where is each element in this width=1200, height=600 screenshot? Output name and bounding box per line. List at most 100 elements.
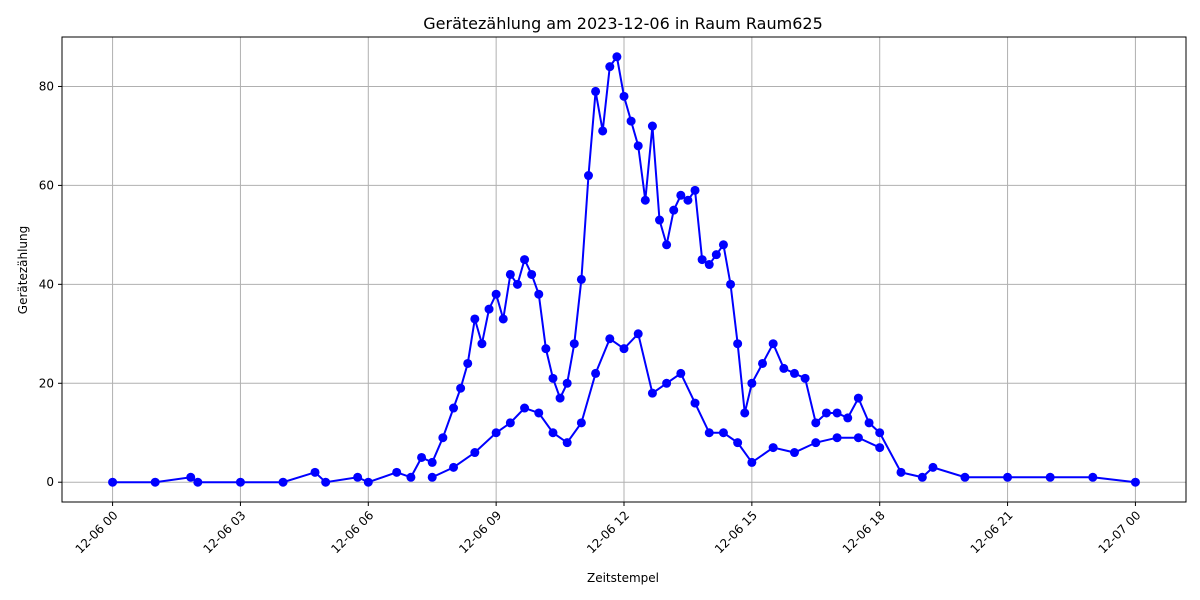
data-point [683,195,693,205]
data-point [676,190,686,200]
x-tick-label: 12-06 18 [840,508,888,556]
data-point [747,457,757,467]
data-point [747,378,757,388]
data-point [718,428,728,438]
data-point [619,91,629,101]
data-point [520,255,530,265]
data-point [662,240,672,250]
data-point [690,398,700,408]
y-tick-label: 20 [39,376,54,390]
data-point [633,329,643,339]
data-point [853,393,863,403]
data-point [235,477,245,487]
data-point [438,433,448,443]
data-point [789,368,799,378]
data-point [832,433,842,443]
x-tick-label: 12-06 21 [968,508,1016,556]
data-point [505,269,515,279]
data-point [733,438,743,448]
data-point [647,388,657,398]
data-point [310,467,320,477]
x-tick-label: 12-06 09 [456,508,504,556]
y-tick-label: 80 [39,79,54,93]
data-point [768,339,778,349]
data-point [541,344,551,354]
data-point [740,408,750,418]
data-point [917,472,927,482]
data-point [704,260,714,270]
data-point [477,339,487,349]
data-point [491,428,501,438]
data-point [779,363,789,373]
data-point [598,126,608,136]
data-point [576,418,586,428]
data-point [463,358,473,368]
data-point [505,418,515,428]
data-point [470,314,480,324]
data-point [548,373,558,383]
data-point [353,472,363,482]
data-point [512,279,522,289]
data-point [562,438,572,448]
data-point [193,477,203,487]
data-point [928,462,938,472]
data-point [726,279,736,289]
data-point [427,457,437,467]
x-axis: 12-06 00 12-06 03 12-06 06 12-06 09 12-06 12… [73,502,1144,556]
data-point [718,240,728,250]
data-point [875,428,885,438]
data-point [108,477,118,487]
data-point [960,472,970,482]
y-tick-label: 0 [46,475,54,489]
x-axis-label: Zeitstempel [587,571,659,585]
data-point [655,215,665,225]
data-point [789,448,799,458]
series-layer [108,52,1140,487]
data-point [669,205,679,215]
data-point [498,314,508,324]
data-point [733,339,743,349]
y-tick-label: 40 [39,277,54,291]
data-point [569,339,579,349]
data-point [605,62,615,72]
chart-title: Gerätezählung am 2023-12-06 in Raum Raum… [423,14,823,33]
data-point [697,255,707,265]
data-point [633,141,643,151]
data-point [864,418,874,428]
data-point [583,171,593,181]
data-point [768,443,778,453]
data-point [1088,472,1098,482]
data-point [800,373,810,383]
data-point [591,368,601,378]
y-axis-label: Gerätezählung [16,226,30,314]
data-point [853,433,863,443]
data-point [896,467,906,477]
data-point [548,428,558,438]
data-point [417,452,427,462]
data-point [875,443,885,453]
data-point [605,334,615,344]
data-point [363,477,373,487]
data-point [470,448,480,458]
y-tick-label: 60 [39,178,54,192]
data-point [555,393,565,403]
data-point [406,472,416,482]
data-point [150,477,160,487]
data-point [758,358,768,368]
x-tick-label: 12-06 12 [584,508,632,556]
data-point [821,408,831,418]
data-point [278,477,288,487]
data-point [704,428,714,438]
grid [62,37,1186,502]
data-point [811,418,821,428]
x-tick-label: 12-06 00 [73,508,121,556]
data-point [676,368,686,378]
data-point [832,408,842,418]
data-point [662,378,672,388]
data-point [427,472,437,482]
data-point [534,289,544,299]
data-point [527,269,537,279]
data-point [1045,472,1055,482]
data-point [843,413,853,423]
